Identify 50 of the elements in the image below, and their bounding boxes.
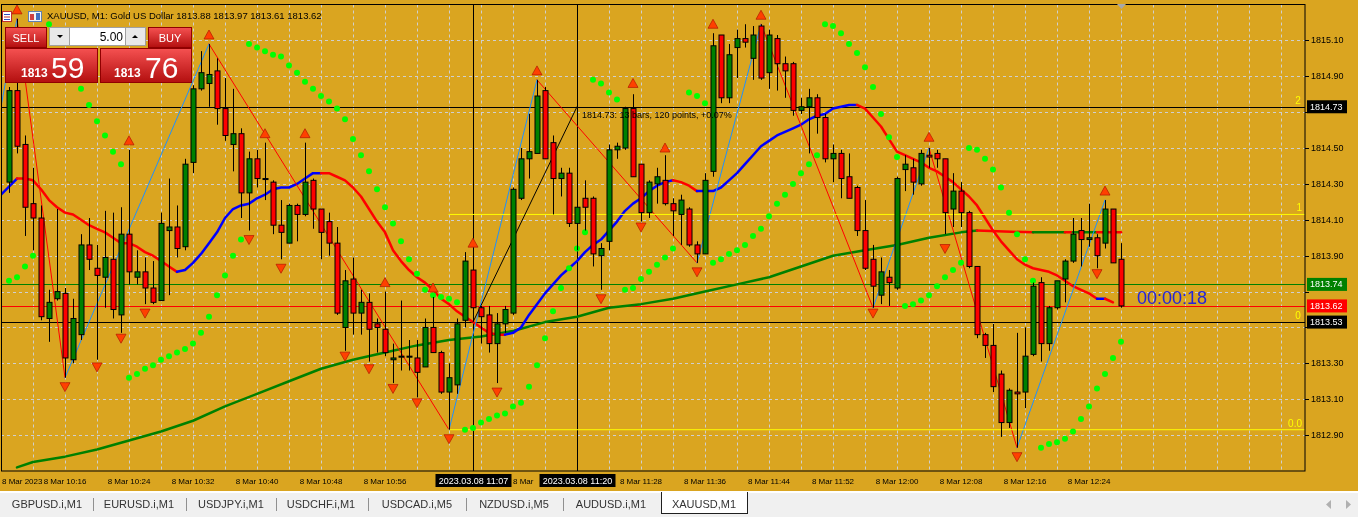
- text: EURUSD.i,M1: [103, 498, 175, 510]
- annotation: 2: [1295, 95, 1302, 106]
- y-tick-label: 1815.10: [1311, 35, 1344, 46]
- x-tick-label: 8 Mar 12:16: [1003, 477, 1047, 486]
- series-label: 1: [1296, 202, 1303, 214]
- x-tick-label: 8 Mar 10:32: [171, 477, 215, 486]
- ref-line-label: 1813.74: [1310, 279, 1343, 290]
- series-label: 0.0: [1288, 417, 1303, 429]
- text: NZDUSD.i,M5: [479, 498, 549, 510]
- x-tick-label: 8 Mar 12:00: [875, 477, 919, 486]
- x-tick-label: 8 Mar 10:40: [235, 477, 279, 486]
- x-tick-label: 8 Mar 12:24: [1067, 477, 1111, 486]
- annotation: BUY: [158, 32, 182, 44]
- annotation: 5.00: [99, 30, 124, 44]
- x-tick-label: 8 Mar 12:08: [939, 477, 983, 486]
- annotation: 1813: [21, 66, 49, 80]
- text: 8 Mar: [513, 477, 534, 486]
- text: AUDUSD.i,M1: [575, 498, 647, 510]
- text: XAUUSD,M1: [671, 498, 737, 510]
- y-tick-label: 1813.30: [1311, 358, 1344, 369]
- x-tick-label: 8 Mar 11:52: [811, 477, 855, 486]
- annotation: 59: [51, 51, 85, 84]
- text: GBPUSD.i,M1: [11, 498, 83, 510]
- text: USDJPY.i,M1: [198, 498, 264, 510]
- x-tick-label: 8 Mar 10:24: [107, 477, 151, 486]
- y-tick-label: 1814.30: [1311, 178, 1344, 189]
- y-tick-label: 1814.50: [1311, 143, 1344, 154]
- annotation: 00:00:18: [1137, 287, 1208, 308]
- text: XAUUSD, M1: Gold US Dollar 1813.88 1813.97 1813.61 1813.62: [47, 10, 322, 21]
- x-tick-label: 8 Mar 10:16: [43, 477, 87, 486]
- y-tick-label: 1812.90: [1311, 430, 1344, 441]
- x-tick-label: 8 Mar 11:28: [619, 477, 663, 486]
- ref-line-label: 1813.53: [1310, 317, 1343, 328]
- x-tick-label: 8 Mar 10:48: [299, 477, 343, 486]
- annotation: 76: [145, 51, 179, 84]
- y-tick-label: 1814.10: [1311, 214, 1344, 225]
- annotation: 0: [1295, 310, 1302, 321]
- ref-line-label: 1814.73: [1310, 101, 1343, 112]
- ref-line-label: 1813.62: [1310, 300, 1343, 311]
- text: USDCAD.i,M5: [381, 498, 453, 510]
- y-tick-label: 1813.90: [1311, 250, 1344, 261]
- text: USDCHF.i,M1: [286, 498, 356, 510]
- x-tick-label: 8 Mar 11:44: [747, 477, 791, 486]
- x-tick-label: 8 Mar 10:56: [363, 477, 407, 486]
- x-tick-label: 8 Mar 2023: [2, 477, 44, 486]
- y-tick-label: 1814.90: [1311, 71, 1344, 82]
- x-tick-label: 8 Mar 11:36: [683, 477, 727, 486]
- annotation: 1813: [114, 66, 142, 80]
- annotation: SELL: [12, 32, 40, 44]
- y-tick-label: 1813.10: [1311, 394, 1344, 405]
